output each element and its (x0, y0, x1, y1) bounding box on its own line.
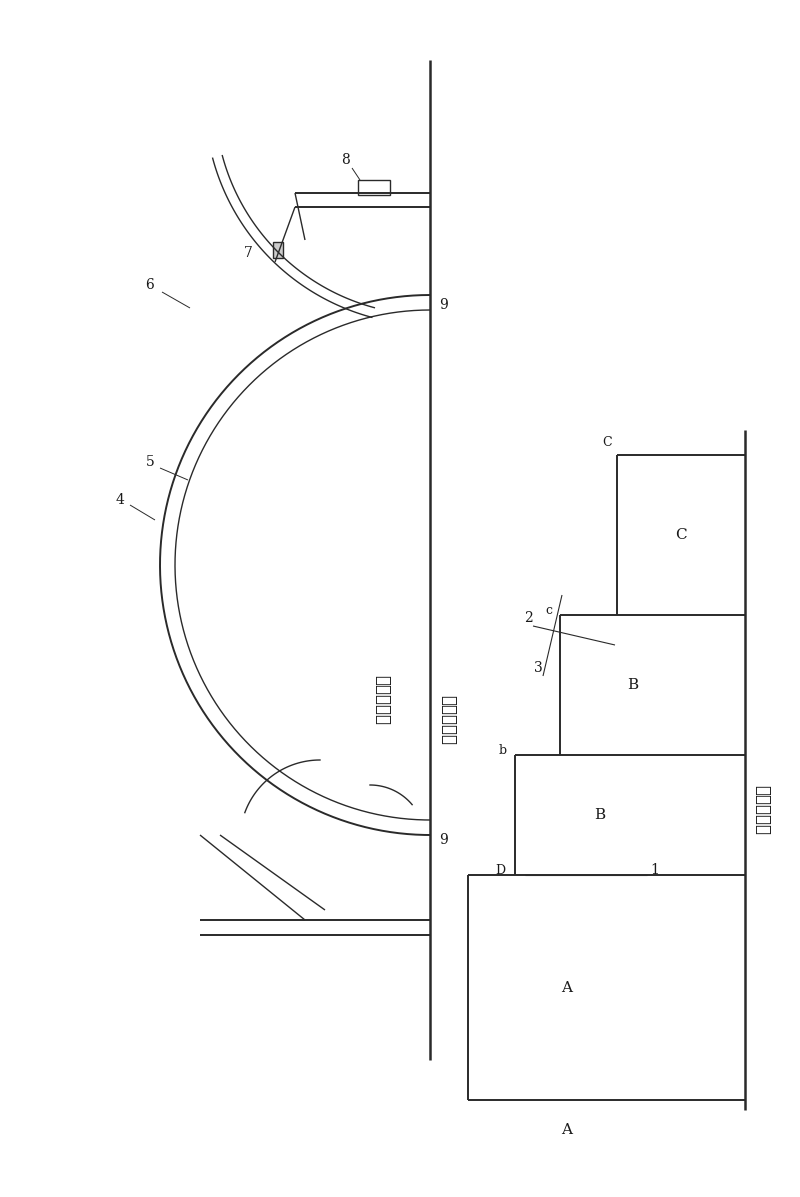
Text: 7: 7 (243, 247, 253, 260)
Text: 正视示意图: 正视示意图 (374, 675, 390, 725)
Bar (273, 242, 283, 259)
Text: 6: 6 (146, 278, 154, 292)
Bar (358, 180, 390, 195)
Text: 4: 4 (115, 493, 125, 508)
Text: A: A (561, 1123, 572, 1137)
Text: 2: 2 (524, 610, 532, 625)
Text: C: C (602, 437, 612, 450)
Text: C: C (675, 528, 687, 542)
Text: c: c (545, 603, 552, 616)
Text: 侧视示意图: 侧视示意图 (754, 785, 770, 836)
Text: 1: 1 (650, 863, 659, 877)
Text: 9: 9 (440, 298, 448, 312)
Text: B: B (594, 808, 606, 822)
Text: B: B (627, 678, 638, 692)
Text: A: A (561, 980, 572, 995)
Text: 正视示意图: 正视示意图 (439, 695, 457, 745)
Text: 9: 9 (440, 833, 448, 847)
Text: 3: 3 (534, 661, 542, 675)
Text: b: b (499, 743, 507, 757)
Text: D: D (495, 863, 505, 876)
Text: 8: 8 (342, 153, 350, 168)
Text: 5: 5 (146, 455, 154, 469)
